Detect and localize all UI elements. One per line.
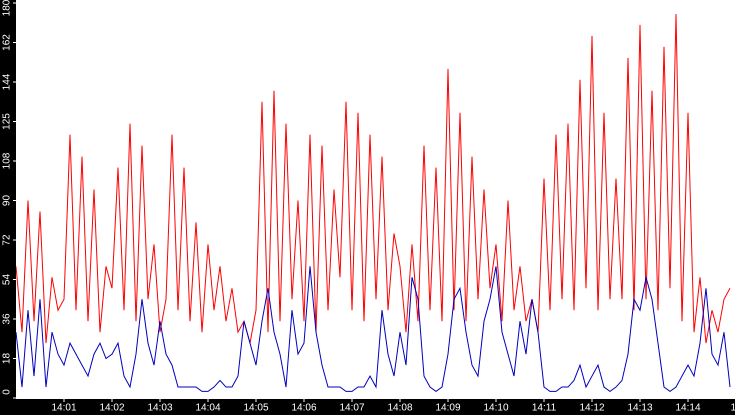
x-tick-label: 14:01: [51, 403, 76, 414]
y-tick-label: 54: [2, 274, 13, 286]
x-tick-label: 14:13: [627, 403, 652, 414]
y-tick-label: 162: [2, 34, 13, 51]
plot-area: [16, 13, 731, 393]
x-tick-label: 14:07: [339, 403, 364, 414]
x-tick-label: 14:05: [243, 403, 268, 414]
x-tick-label: 14:08: [387, 403, 412, 414]
y-axis-band: [0, 0, 16, 415]
x-tick-label: 14:11: [532, 403, 557, 414]
x-tick-label: 14:03: [147, 403, 172, 414]
x-tick-label: 14:14: [675, 403, 700, 414]
y-tick-label: 0: [2, 389, 13, 395]
x-tick-label: 14:06: [291, 403, 316, 414]
y-tick-label: 90: [2, 195, 13, 207]
y-tick-label: 18: [2, 353, 13, 365]
y-tick-label: 36: [2, 313, 13, 325]
x-tick-label: 14:10: [483, 403, 508, 414]
x-tick-label: 14:09: [435, 403, 460, 414]
x-axis-band: [0, 399, 735, 415]
y-tick-label: 125: [2, 113, 13, 130]
y-tick-label: 144: [2, 73, 13, 90]
x-tick-label: 14:12: [579, 403, 604, 414]
y-tick-label: 108: [2, 152, 13, 169]
y-tick-label: 72: [2, 234, 13, 246]
y-tick-label: 180: [2, 0, 13, 16]
series-line: [16, 266, 731, 393]
x-tick-label: 14:02: [99, 403, 124, 414]
series-line: [16, 13, 731, 344]
x-tick-label: 14: [730, 403, 735, 414]
x-tick-label: 14:04: [195, 403, 220, 414]
